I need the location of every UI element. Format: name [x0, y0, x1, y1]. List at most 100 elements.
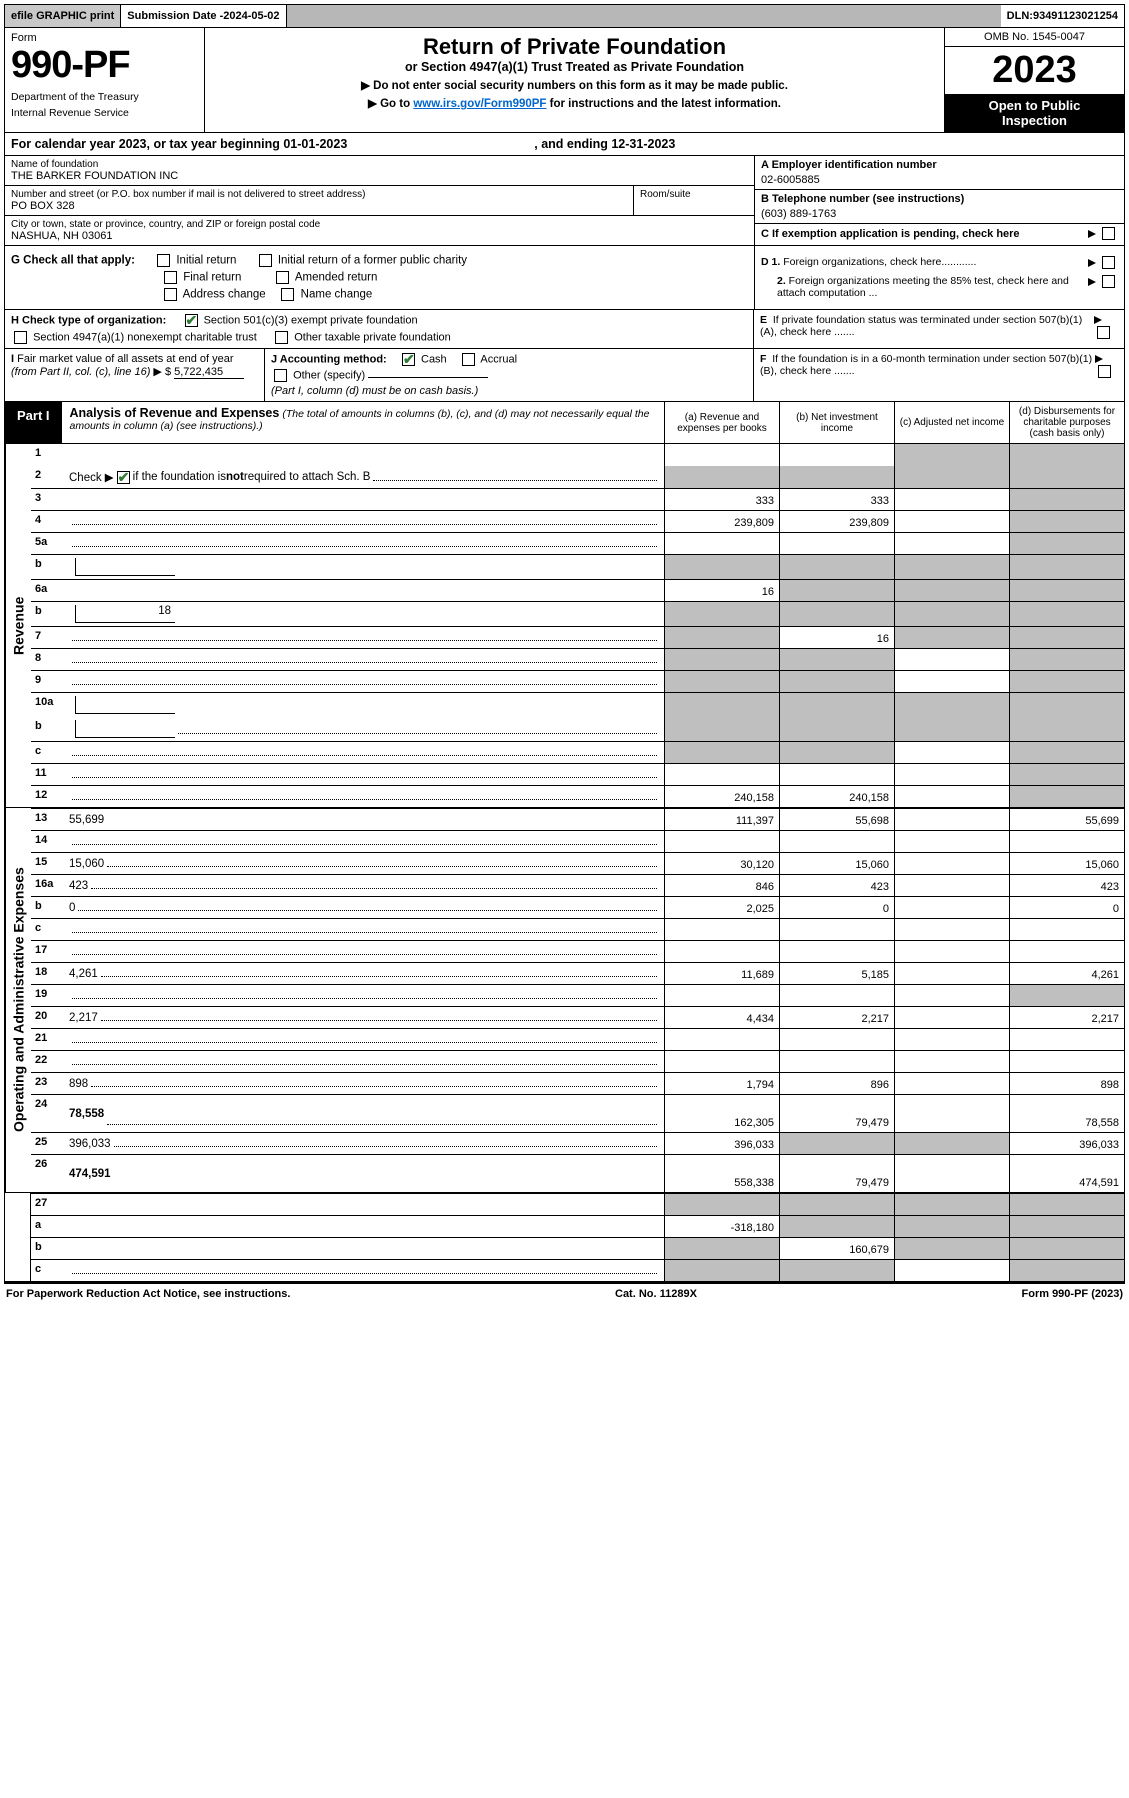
table-row: b18 [31, 601, 1124, 626]
cell-a [664, 1051, 779, 1072]
row-desc: 474,591 [65, 1155, 664, 1192]
cb-initial[interactable] [157, 254, 170, 267]
h-e-block: H Check type of organization: Section 50… [4, 310, 1125, 349]
cb-501c3[interactable] [185, 314, 198, 327]
row-desc: 423 [65, 875, 664, 896]
row-desc: 2,217 [65, 1007, 664, 1028]
cell-b [779, 831, 894, 852]
cal-end: 12-31-2023 [611, 137, 675, 151]
cell-c [894, 853, 1009, 874]
cb-addr[interactable] [164, 288, 177, 301]
cell-c [894, 875, 1009, 896]
table-row: 4239,809239,809 [31, 510, 1124, 532]
leader-dots [72, 546, 657, 547]
cb-other-tax[interactable] [275, 331, 288, 344]
cell-d: 15,060 [1009, 853, 1124, 874]
row-desc: 898 [65, 1073, 664, 1094]
efile-button[interactable]: efile GRAPHIC print [5, 5, 121, 27]
form-title-block: Return of Private Foundation or Section … [205, 28, 944, 132]
cell-b [779, 1051, 894, 1072]
cell-b: 333 [779, 489, 894, 510]
table-row: c [31, 1259, 1124, 1281]
table-row: a-318,180 [31, 1215, 1124, 1237]
cell-c [894, 1260, 1009, 1281]
cb-f[interactable] [1098, 365, 1111, 378]
j-label: J Accounting method: [271, 353, 387, 365]
leader-dots [72, 662, 657, 663]
row-desc [65, 511, 664, 532]
j-block: J Accounting method: Cash Accrual Other … [265, 349, 753, 401]
cb-schb[interactable] [117, 471, 130, 484]
ein-row: A Employer identification number 02-6005… [755, 156, 1124, 190]
row-desc [65, 555, 664, 579]
cell-d [1009, 466, 1124, 488]
cb-e[interactable] [1097, 326, 1110, 339]
cb-namechg[interactable] [281, 288, 294, 301]
cb-d1[interactable] [1102, 256, 1115, 269]
cell-a: 396,033 [664, 1133, 779, 1154]
row-num: 15 [31, 853, 65, 874]
leader-dots [72, 1273, 657, 1274]
expenses-table: Operating and Administrative Expenses 13… [4, 808, 1125, 1193]
cell-d: 898 [1009, 1073, 1124, 1094]
i-block: I Fair market value of all assets at end… [5, 349, 265, 401]
row-desc [65, 786, 664, 807]
cb-d2[interactable] [1102, 275, 1115, 288]
ssn-notice: ▶ Do not enter social security numbers o… [211, 78, 938, 92]
d-block: D 1. D 1. Foreign organizations, check h… [754, 246, 1124, 309]
cell-c [894, 985, 1009, 1006]
leader-dots [72, 755, 657, 756]
form-title: Return of Private Foundation [211, 34, 938, 60]
cb-final[interactable] [164, 271, 177, 284]
leader-dots [72, 932, 657, 933]
row-num: 19 [31, 985, 65, 1006]
cell-b: 240,158 [779, 786, 894, 807]
cell-b [779, 555, 894, 579]
row-num: 7 [31, 627, 65, 648]
cb-other-acct[interactable] [274, 369, 287, 382]
calendar-year-bar: For calendar year 2023, or tax year begi… [4, 133, 1125, 156]
cell-c [894, 1007, 1009, 1028]
dept-irs: Internal Revenue Service [11, 107, 198, 119]
cell-c [894, 897, 1009, 918]
form-header: Form 990-PF Department of the Treasury I… [4, 28, 1125, 133]
cb-amended[interactable] [276, 271, 289, 284]
cell-c [894, 444, 1009, 466]
cell-b [779, 671, 894, 692]
table-row: 1515,06030,12015,06015,060 [31, 852, 1124, 874]
row-num: 16a [31, 875, 65, 896]
g-row1: G Check all that apply: Initial return I… [11, 254, 748, 267]
g-row2: Final return Amended return [11, 271, 748, 284]
cb-initial-former[interactable] [259, 254, 272, 267]
addr-label: Number and street (or P.O. box number if… [11, 189, 627, 200]
row-num: 6a [31, 580, 65, 601]
cell-a: 1,794 [664, 1073, 779, 1094]
cb-4947[interactable] [14, 331, 27, 344]
row-num: 9 [31, 671, 65, 692]
cb-cash[interactable] [402, 353, 415, 366]
row-desc [65, 1051, 664, 1072]
expenses-side-label: Operating and Administrative Expenses [5, 808, 31, 1192]
table-row: 16a423846423423 [31, 874, 1124, 896]
form-id-block: Form 990-PF Department of the Treasury I… [5, 28, 205, 132]
part1-title: Analysis of Revenue and Expenses [70, 406, 280, 420]
row-num: c [31, 742, 65, 763]
cell-a: 4,434 [664, 1007, 779, 1028]
table-row: 11 [31, 763, 1124, 785]
cell-d: 4,261 [1009, 963, 1124, 984]
g-label: G Check all that apply: [11, 255, 135, 267]
cell-c [894, 963, 1009, 984]
g-checks: G Check all that apply: Initial return I… [5, 246, 754, 309]
table-row: b [31, 554, 1124, 579]
cell-d [1009, 1029, 1124, 1050]
cell-a [664, 555, 779, 579]
cell-b [779, 717, 894, 741]
row-desc: 18 [65, 602, 664, 626]
form-url-link[interactable]: www.irs.gov/Form990PF [413, 98, 546, 110]
c-checkbox[interactable] [1102, 227, 1115, 240]
cell-c [894, 1095, 1009, 1132]
cell-b [779, 985, 894, 1006]
cb-accrual[interactable] [462, 353, 475, 366]
lbl-cash: Cash [421, 353, 447, 365]
leader-dots [91, 1086, 657, 1087]
